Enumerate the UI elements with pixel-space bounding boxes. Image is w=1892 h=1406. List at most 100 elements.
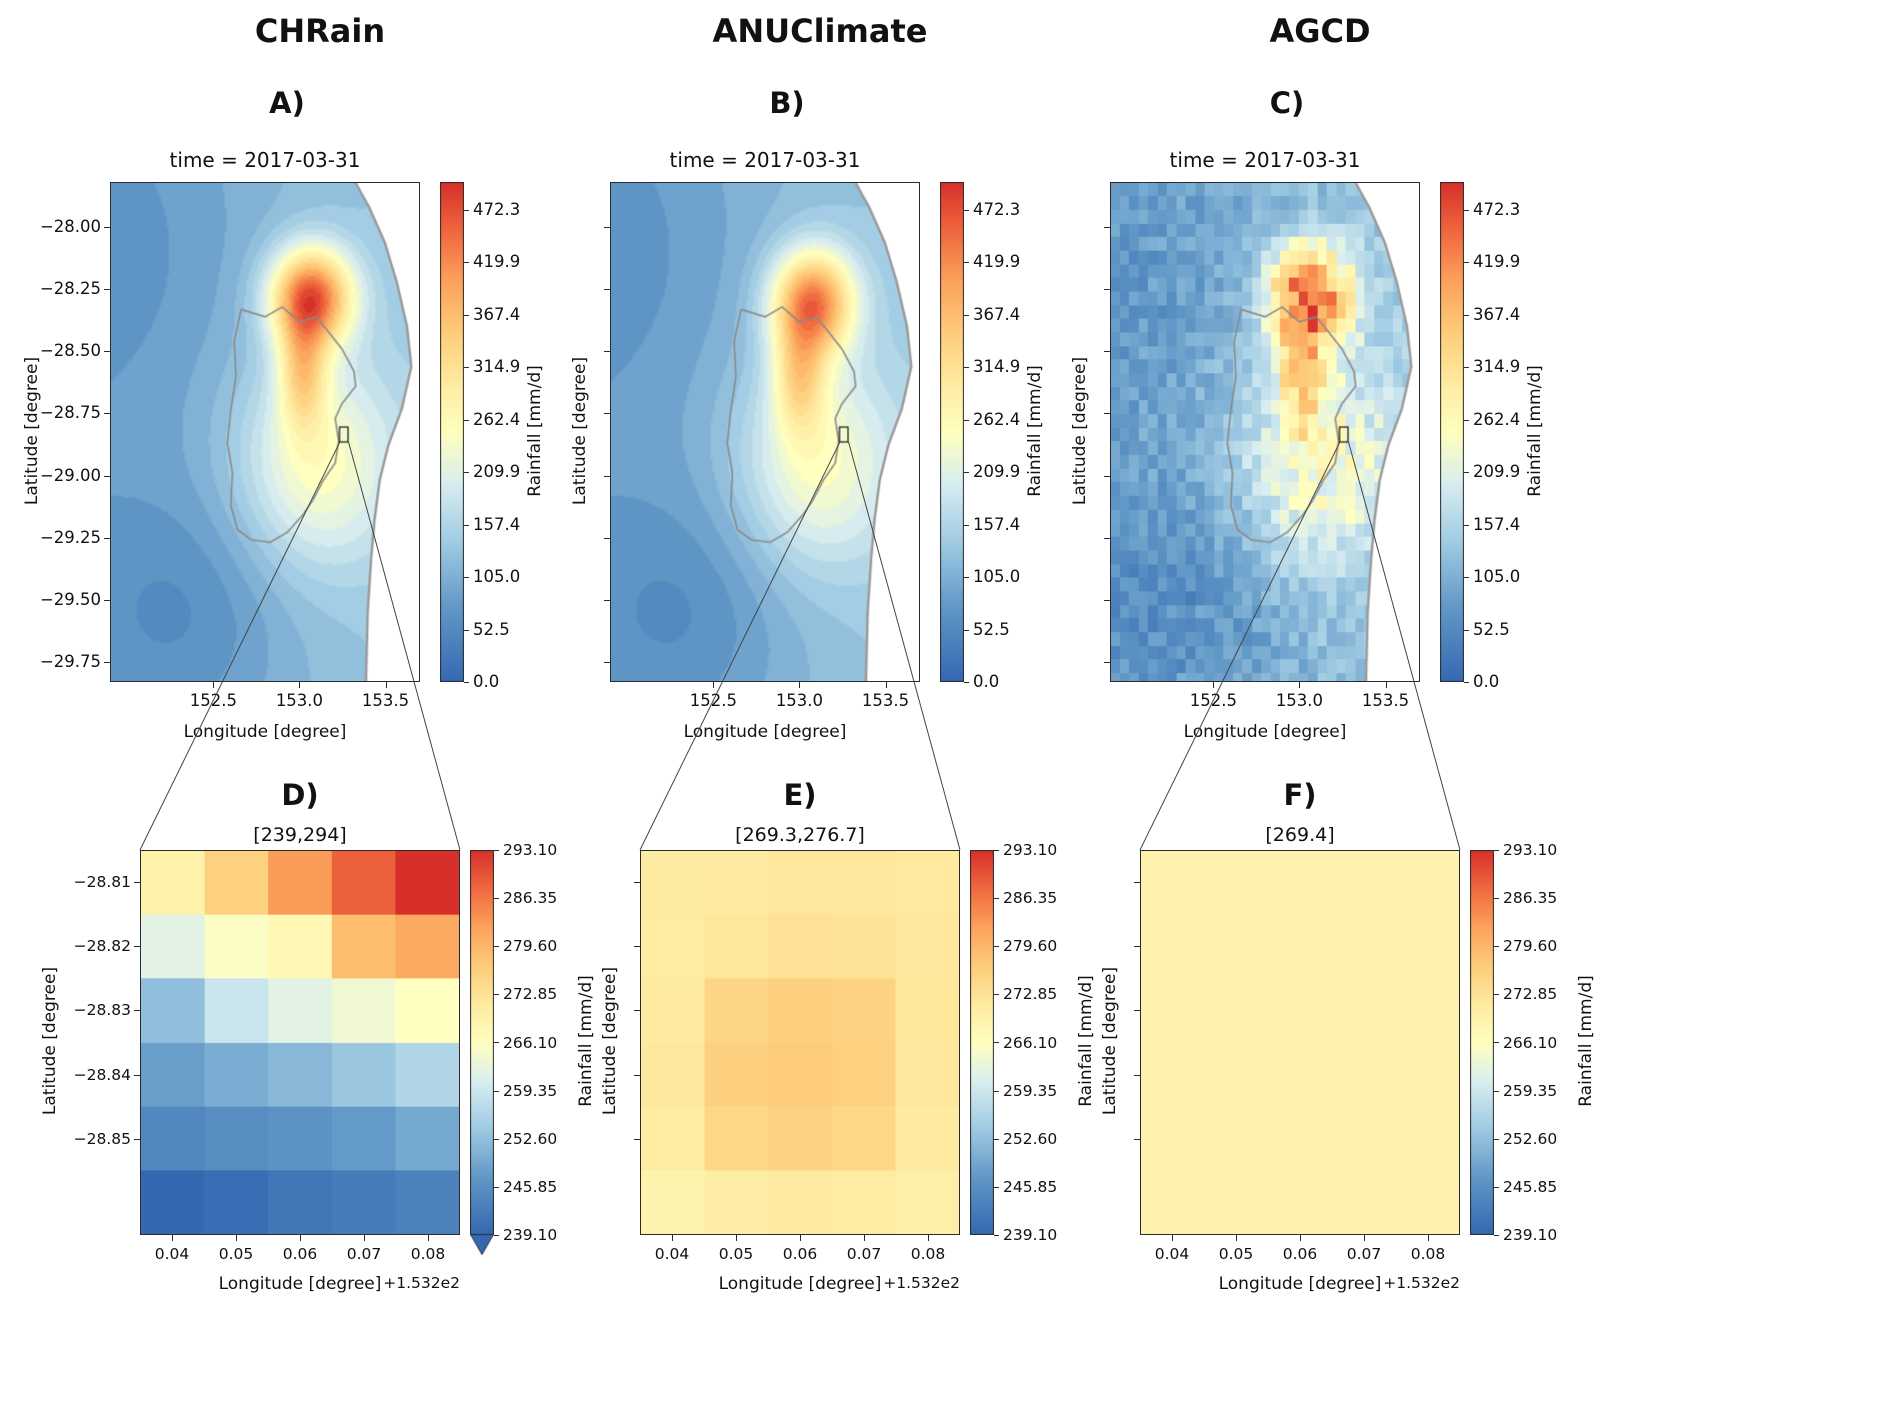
y-tick-mark xyxy=(134,1075,140,1076)
x-tick-label: 153.0 xyxy=(775,691,824,710)
colorbar-tick-mark xyxy=(1464,367,1469,368)
x-tick-label: 152.5 xyxy=(1189,691,1237,710)
colorbar-tick-label: 252.60 xyxy=(1003,1129,1058,1148)
y-tick-mark xyxy=(1134,1010,1140,1011)
colorbar-tick-label: 0.0 xyxy=(973,672,1000,691)
colorbar-tick-mark xyxy=(1464,630,1469,631)
y-tick-mark xyxy=(1134,1139,1140,1140)
x-tick-label: 0.05 xyxy=(1218,1245,1254,1263)
colorbar-tick-mark xyxy=(1494,1235,1499,1236)
colorbar-tick-mark xyxy=(464,472,469,473)
y-tick-mark xyxy=(634,1010,640,1011)
colorbar-tick-mark xyxy=(1464,262,1469,263)
colorbar xyxy=(970,850,994,1235)
y-axis-label: Latitude [degree] xyxy=(570,356,590,506)
plot-title-range: [269.4] xyxy=(1265,824,1335,846)
colorbar-tick-mark xyxy=(494,850,499,851)
x-tick-mark xyxy=(428,1235,429,1241)
colorbar-tick-label: 279.60 xyxy=(1503,937,1558,956)
colorbar-tick-mark xyxy=(464,630,469,631)
x-tick-label: 0.06 xyxy=(282,1245,318,1263)
colorbar-tick-label: 52.5 xyxy=(473,619,510,639)
colorbar-tick-mark xyxy=(1494,1139,1499,1140)
colorbar-tick-mark xyxy=(1464,315,1469,316)
colorbar-tick-label: 209.9 xyxy=(973,462,1021,482)
colorbar-tick-label: 252.60 xyxy=(503,1129,558,1148)
panel-letter-a: A) xyxy=(269,86,305,120)
y-tick-mark xyxy=(1134,882,1140,883)
y-axis-label: Latitude [degree] xyxy=(600,966,620,1116)
x-tick-mark xyxy=(386,682,387,688)
x-tick-mark xyxy=(364,1235,365,1241)
x-tick-label: 152.5 xyxy=(189,691,237,710)
x-tick-mark xyxy=(300,1235,301,1241)
y-axis-label: Latitude [degree] xyxy=(1100,966,1120,1116)
x-tick-mark xyxy=(1213,682,1214,688)
colorbar-tick-label: 239.10 xyxy=(1003,1226,1058,1244)
x-tick-mark xyxy=(799,682,800,688)
colorbar-tick-label: 157.4 xyxy=(473,514,521,534)
colorbar-tick-mark xyxy=(964,472,969,473)
colorbar-tick-mark xyxy=(1464,577,1469,578)
rainfall-map-plot xyxy=(110,182,420,682)
x-tick-mark xyxy=(236,1235,237,1241)
x-axis-label: Longitude [degree] xyxy=(718,1274,882,1294)
colorbar-tick-label: 245.85 xyxy=(1503,1177,1558,1196)
colorbar-tick-label: 245.85 xyxy=(503,1177,558,1196)
colorbar-tick-label: 314.9 xyxy=(473,357,521,377)
x-tick-mark xyxy=(299,682,300,688)
colorbar-tick-mark xyxy=(1464,682,1469,683)
colorbar xyxy=(440,182,464,682)
x-axis-offset-label: +1.532e2 xyxy=(1383,1274,1460,1292)
y-tick-mark xyxy=(604,538,610,539)
y-tick-label: −29.00 xyxy=(39,465,101,485)
colorbar-tick-mark xyxy=(994,898,999,899)
colorbar-tick-label: 286.35 xyxy=(503,889,558,908)
y-tick-mark xyxy=(634,882,640,883)
x-tick-mark xyxy=(736,1235,737,1241)
colorbar-tick-mark xyxy=(494,1187,499,1188)
colorbar-tick-label: 239.10 xyxy=(503,1226,558,1244)
panel-d-chrain-zoom: D) [239,294] Latitude [degree] Longitude… xyxy=(20,770,596,1402)
colorbar-tick-mark xyxy=(994,1042,999,1043)
colorbar-tick-mark xyxy=(964,315,969,316)
y-tick-label: −29.25 xyxy=(39,527,101,547)
y-tick-mark xyxy=(634,1075,640,1076)
colorbar-tick-label: 272.85 xyxy=(503,985,558,1004)
colorbar-tick-mark xyxy=(494,1091,499,1092)
colorbar-tick-mark xyxy=(994,946,999,947)
x-tick-mark xyxy=(886,682,887,688)
colorbar-tick-label: 286.35 xyxy=(1503,889,1558,908)
x-tick-mark xyxy=(213,682,214,688)
x-tick-mark xyxy=(1172,1235,1173,1241)
colorbar-tick-label: 245.85 xyxy=(1003,1177,1058,1196)
y-tick-mark xyxy=(104,351,110,352)
y-tick-mark xyxy=(604,476,610,477)
colorbar xyxy=(1440,182,1464,682)
x-tick-label: 0.05 xyxy=(218,1245,254,1263)
zoom-heatmap-plot xyxy=(1140,850,1460,1235)
panel-letter-b: B) xyxy=(769,86,805,120)
y-tick-mark xyxy=(134,1010,140,1011)
y-axis-label: Latitude [degree] xyxy=(40,966,60,1116)
colorbar-tick-label: 367.4 xyxy=(1473,304,1521,324)
y-tick-mark xyxy=(634,1139,640,1140)
x-tick-label: 153.5 xyxy=(1361,691,1410,710)
colorbar-tick-mark xyxy=(994,1187,999,1188)
colorbar-tick-label: 293.10 xyxy=(1003,841,1058,859)
rainfall-map-plot xyxy=(610,182,920,682)
colorbar-tick-mark xyxy=(1494,1091,1499,1092)
colorbar-tick-label: 272.85 xyxy=(1503,985,1558,1004)
y-tick-mark xyxy=(604,413,610,414)
y-tick-mark xyxy=(1104,413,1110,414)
colorbar-tick-label: 472.3 xyxy=(1473,199,1521,219)
x-tick-mark xyxy=(713,682,714,688)
colorbar-tick-label: 266.10 xyxy=(503,1033,558,1052)
colorbar-tick-mark xyxy=(1494,850,1499,851)
y-tick-label: −28.75 xyxy=(39,403,101,423)
x-tick-mark xyxy=(800,1235,801,1241)
panel-f-agcd-zoom: F) [269.4] Latitude [degree] Longitude [… xyxy=(1020,770,1596,1402)
colorbar-tick-mark xyxy=(1464,525,1469,526)
panel-letter-f: F) xyxy=(1283,778,1317,812)
colorbar-tick-mark xyxy=(994,1091,999,1092)
